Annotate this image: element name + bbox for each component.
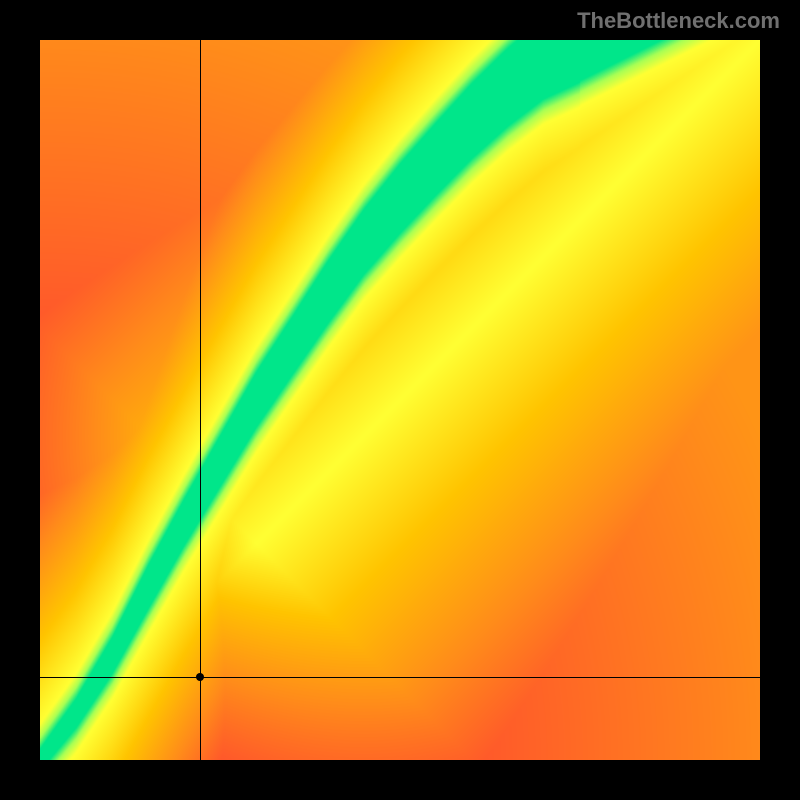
watermark-text: TheBottleneck.com [577, 8, 780, 34]
heatmap-plot [40, 40, 760, 760]
crosshair-marker-dot [196, 673, 204, 681]
crosshair-horizontal [40, 677, 760, 678]
heatmap-canvas [40, 40, 760, 760]
crosshair-vertical [200, 40, 201, 760]
